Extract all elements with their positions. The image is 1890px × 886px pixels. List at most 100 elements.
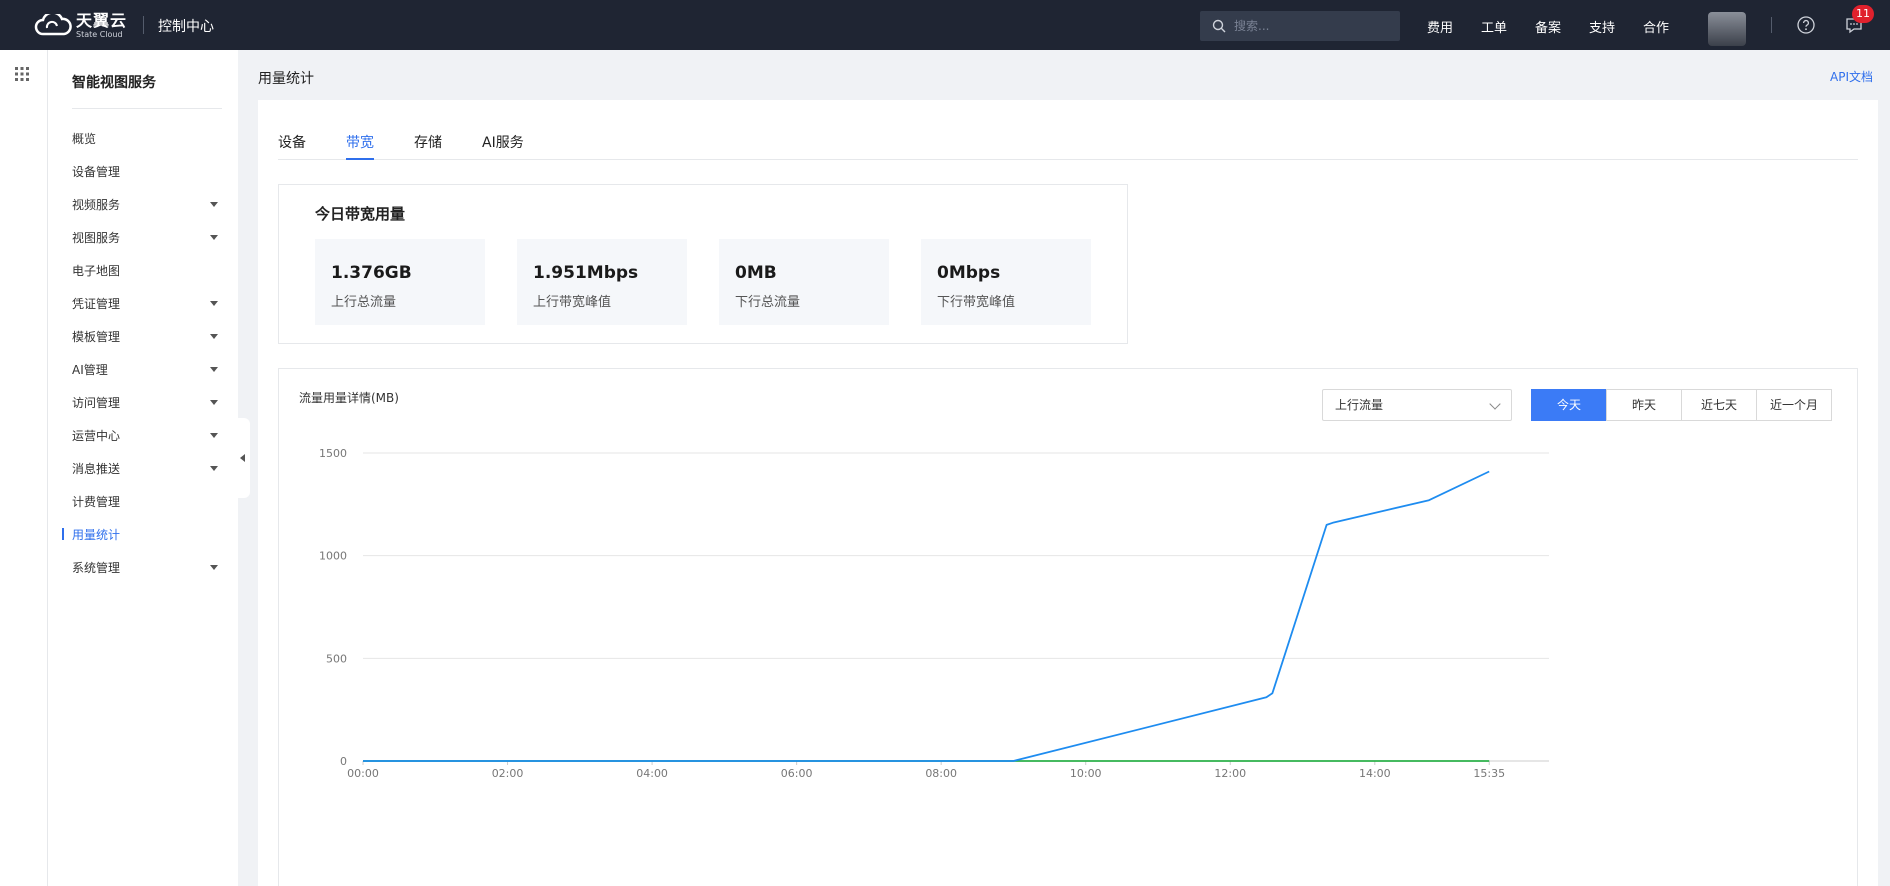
- stat-label: 下行带宽峰值: [937, 295, 1016, 310]
- traffic-detail-panel: 0 500 1000 1500 00:00 02:00 04:00 06:00 08:00 10:…: [278, 368, 1858, 886]
- caret-down-icon: [210, 301, 218, 306]
- time-range-group: 今天 昨天 近七天 近一个月: [1531, 389, 1832, 421]
- x-tick-label: 00:00: [347, 767, 379, 780]
- x-tick-label: 04:00: [636, 767, 668, 780]
- stat-download-total: 0MB 下行总流量: [719, 239, 889, 325]
- search-input[interactable]: [1234, 19, 1394, 33]
- y-tick-label: 500: [326, 652, 347, 665]
- stat-upload-total: 1.376GB 上行总流量: [315, 239, 485, 325]
- traffic-type-select[interactable]: 上行流量: [1322, 389, 1512, 421]
- sidebar-item[interactable]: 系统管理: [48, 547, 238, 587]
- nav-support[interactable]: 支持: [1589, 21, 1616, 36]
- stat-value: 1.376GB: [331, 263, 412, 283]
- logo-text-cn: 天翼云: [76, 11, 128, 30]
- sidebar-item-label: 计费管理: [72, 494, 121, 509]
- sidebar-item-label: 运营中心: [72, 428, 121, 443]
- sidebar-item[interactable]: 计费管理: [48, 481, 238, 521]
- sidebar-item[interactable]: 视频服务: [48, 184, 238, 224]
- header-divider: [1771, 17, 1772, 33]
- x-tick-label: 14:00: [1359, 767, 1391, 780]
- tab-storage[interactable]: 存储: [414, 135, 442, 151]
- avatar[interactable]: [1708, 12, 1746, 46]
- sidebar-item[interactable]: 视图服务: [48, 217, 238, 257]
- nav-billing[interactable]: 费用: [1427, 21, 1454, 36]
- nav-filing[interactable]: 备案: [1535, 21, 1562, 36]
- sidebar: 智能视图服务 概览设备管理视频服务视图服务电子地图凭证管理模板管理 AI管理访问管…: [48, 50, 238, 886]
- search-box[interactable]: [1200, 11, 1400, 41]
- sidebar-item[interactable]: 凭证管理: [48, 283, 238, 323]
- today-usage-title: 今日带宽用量: [315, 205, 406, 223]
- range-7days-button[interactable]: 近七天: [1681, 389, 1757, 421]
- caret-down-icon: [210, 565, 218, 570]
- sidebar-item-label: 访问管理: [72, 395, 121, 410]
- sidebar-item[interactable]: 用量统计: [48, 514, 238, 554]
- select-value: 上行流量: [1335, 398, 1384, 412]
- range-month-button[interactable]: 近一个月: [1756, 389, 1832, 421]
- stat-download-peak: 0Mbps 下行带宽峰值: [921, 239, 1091, 325]
- api-docs-link[interactable]: API文档: [1830, 70, 1873, 84]
- caret-down-icon: [210, 334, 218, 339]
- nav-partner[interactable]: 合作: [1643, 21, 1670, 36]
- y-tick-label: 0: [340, 755, 347, 768]
- sidebar-item[interactable]: 访问管理: [48, 382, 238, 422]
- sidebar-item[interactable]: 模板管理: [48, 316, 238, 356]
- sidebar-item-label: AI管理: [72, 362, 108, 377]
- sidebar-item-label: 系统管理: [72, 560, 121, 575]
- main-card: 设备 带宽 存储 AI服务 今日带宽用量 1.376GB 上行总流量 1.951…: [258, 100, 1878, 886]
- nav-ticket[interactable]: 工单: [1481, 21, 1508, 36]
- product-rail: [0, 50, 48, 886]
- today-usage-panel: 今日带宽用量 1.376GB 上行总流量 1.951Mbps 上行带宽峰值 0M…: [278, 184, 1128, 344]
- caret-down-icon: [210, 367, 218, 372]
- x-tick-label: 08:00: [925, 767, 957, 780]
- sidebar-item-label: 设备管理: [72, 164, 121, 179]
- grid-menu-icon[interactable]: [15, 67, 29, 81]
- logo-text-en: State Cloud: [76, 30, 123, 39]
- x-tick-label: 02:00: [492, 767, 524, 780]
- stat-value: 1.951Mbps: [533, 263, 639, 283]
- sidebar-item-label: 用量统计: [72, 527, 121, 542]
- stat-label: 上行总流量: [331, 295, 397, 310]
- help-icon[interactable]: [1797, 16, 1815, 34]
- range-today-button[interactable]: 今天: [1531, 389, 1607, 421]
- sidebar-item[interactable]: 运营中心: [48, 415, 238, 455]
- caret-down-icon: [210, 235, 218, 240]
- y-tick-label: 1000: [319, 550, 347, 563]
- caret-down-icon: [210, 466, 218, 471]
- range-yesterday-button[interactable]: 昨天: [1606, 389, 1682, 421]
- logo-divider: [143, 16, 144, 34]
- caret-down-icon: [210, 433, 218, 438]
- tab-bandwidth[interactable]: 带宽: [346, 132, 374, 160]
- tab-bar: 设备 带宽 存储 AI服务: [278, 100, 1858, 160]
- sidebar-item-label: 模板管理: [72, 329, 121, 344]
- logo[interactable]: 天翼云 State Cloud: [34, 13, 127, 39]
- x-tick-label: 06:00: [781, 767, 813, 780]
- sidebar-item-label: 视频服务: [72, 197, 121, 212]
- sidebar-item-label: 凭证管理: [72, 296, 121, 311]
- traffic-line-chart: 0 500 1000 1500 00:00 02:00 04:00 06:00 08:00 10:…: [319, 447, 1549, 780]
- x-tick-label: 15:35: [1473, 767, 1505, 780]
- console-title[interactable]: 控制中心: [158, 19, 214, 35]
- top-navigation-bar: 天翼云 State Cloud 控制中心 费用 工单 备案 支持 合作 11: [0, 0, 1890, 50]
- search-icon: [1212, 19, 1226, 33]
- page-title: 用量统计: [258, 71, 314, 87]
- sidebar-title: 智能视图服务: [72, 75, 156, 91]
- sidebar-item[interactable]: AI管理: [48, 349, 238, 389]
- cloud-logo-icon: [34, 14, 72, 36]
- x-tick-label: 12:00: [1214, 767, 1246, 780]
- series-line-upload: [363, 470, 1490, 762]
- sidebar-item[interactable]: 设备管理: [48, 151, 238, 191]
- sidebar-item-label: 视图服务: [72, 230, 121, 245]
- stat-value: 0MB: [735, 263, 777, 283]
- tab-ai-service[interactable]: AI服务: [482, 135, 524, 151]
- chevron-down-icon: [1489, 398, 1501, 410]
- caret-down-icon: [210, 202, 218, 207]
- sidebar-item[interactable]: 消息推送: [48, 448, 238, 488]
- stat-label: 下行总流量: [735, 295, 801, 310]
- message-count-badge: 11: [1852, 5, 1874, 23]
- tab-device[interactable]: 设备: [278, 135, 306, 151]
- chart-title: 流量用量详情(MB): [299, 391, 399, 405]
- sidebar-item[interactable]: 概览: [48, 118, 238, 158]
- sidebar-collapse-handle[interactable]: [238, 418, 250, 498]
- sidebar-item[interactable]: 电子地图: [48, 250, 238, 290]
- y-tick-label: 1500: [319, 447, 347, 460]
